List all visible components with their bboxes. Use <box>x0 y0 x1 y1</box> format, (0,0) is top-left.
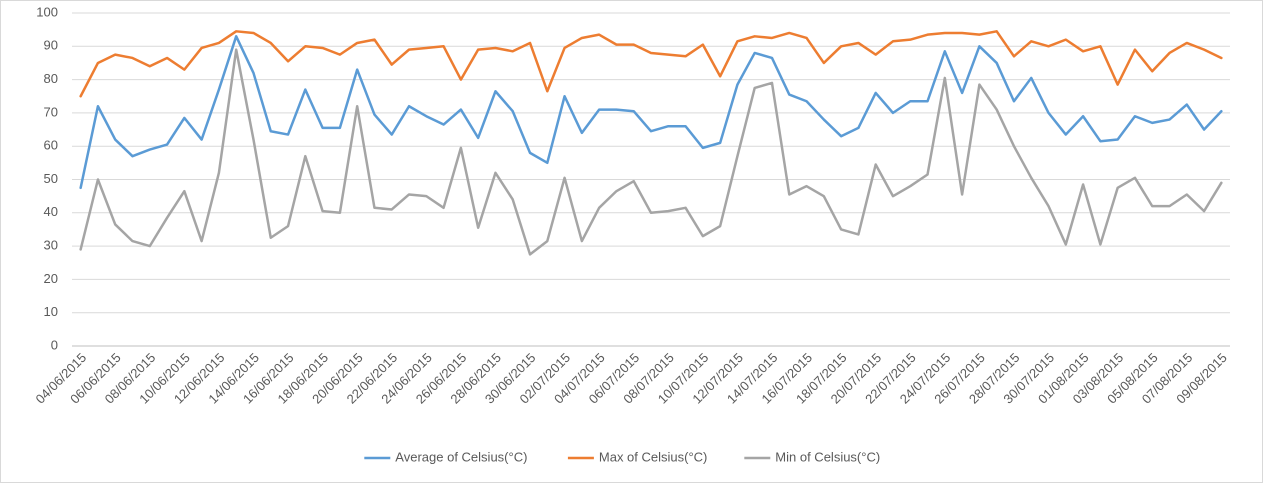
y-tick-label: 50 <box>44 171 58 186</box>
y-tick-label: 30 <box>44 238 58 253</box>
y-tick-label: 80 <box>44 71 58 86</box>
series-line <box>79 48 1223 256</box>
y-tick-label: 90 <box>44 38 58 53</box>
y-tick-label: 60 <box>44 138 58 153</box>
series-line <box>79 30 1223 98</box>
y-tick-label: 20 <box>44 271 58 286</box>
y-tick-label: 0 <box>51 337 58 352</box>
y-tick-label: 40 <box>44 204 58 219</box>
series-line <box>79 35 1223 190</box>
legend-label: Max of Celsius(°C) <box>599 449 708 464</box>
legend-label: Min of Celsius(°C) <box>775 449 880 464</box>
y-tick-label: 10 <box>44 304 58 319</box>
legend-label: Average of Celsius(°C) <box>395 449 527 464</box>
y-tick-label: 70 <box>44 104 58 119</box>
y-tick-label: 100 <box>36 4 58 19</box>
